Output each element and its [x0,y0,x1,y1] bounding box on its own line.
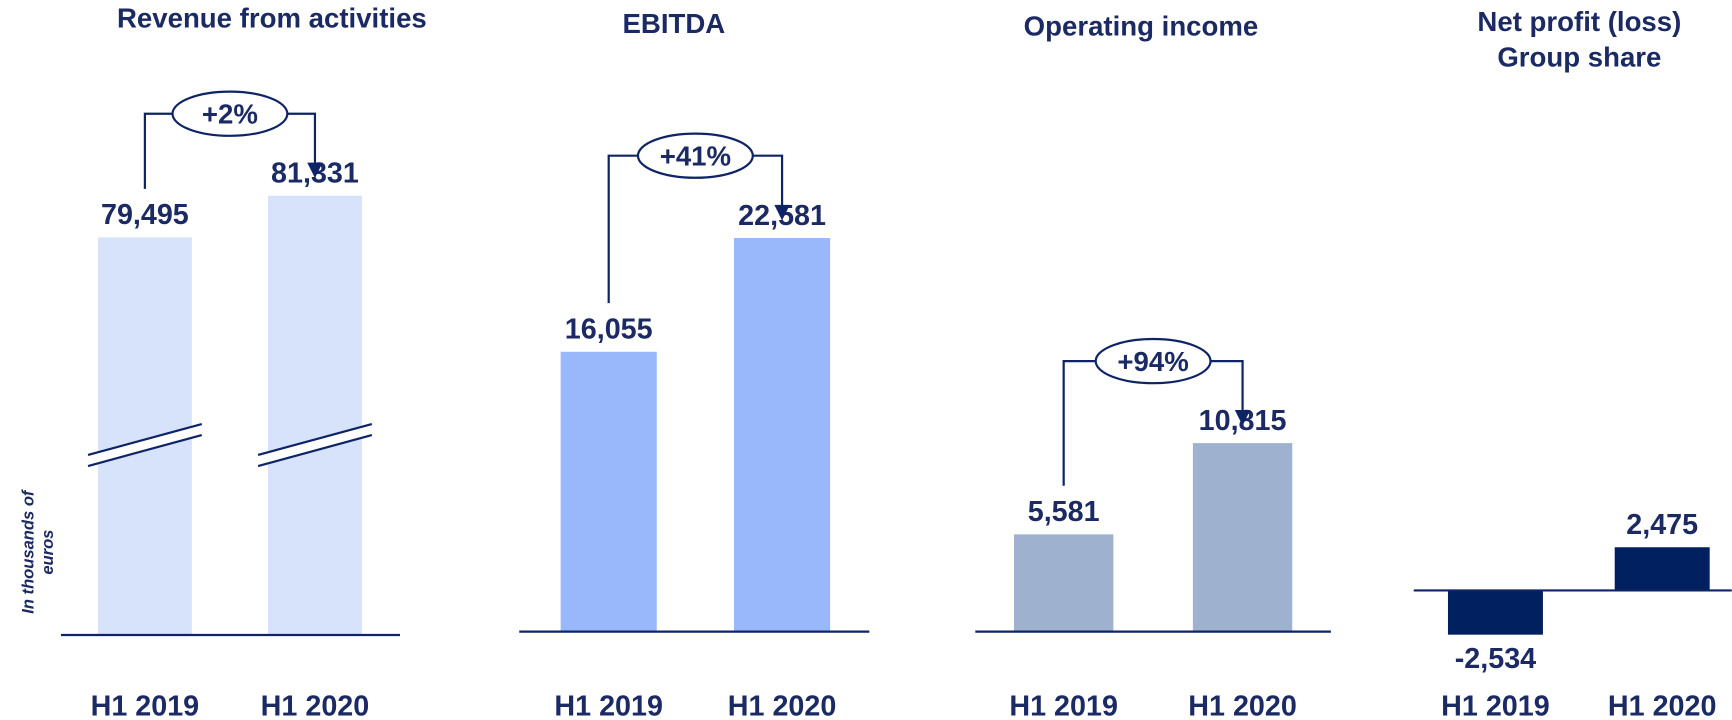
change-badge [1094,337,1212,385]
x-tick-label: H1 2020 [1188,691,1297,720]
y-axis-label-group: In thousands of euros [18,489,57,614]
y-axis-label: euros [38,530,57,575]
axis-break-line [257,422,373,457]
arrow-head [774,204,790,221]
value-label: -2,534 [1455,643,1536,675]
chart-title: Net profit (loss) [1477,6,1681,37]
x-tick-label: H1 2019 [1441,691,1550,720]
bar [268,195,362,635]
change-label: +94% [1117,346,1188,377]
chart-title: Revenue from activities [117,3,427,34]
axis-break-line [257,434,373,468]
arrow-head [1234,409,1251,426]
change-label: +41% [660,141,731,172]
bar [1013,534,1114,632]
x-tick-label: H1 2019 [91,691,200,720]
x-tick-label: H1 2020 [1608,691,1717,720]
arrow-head [307,162,323,179]
axis-break-gap [258,424,372,467]
x-tick-label: H1 2019 [554,691,663,720]
x-tick-label: H1 2019 [1009,691,1118,720]
value-label: 16,055 [565,314,653,346]
chart-title: Group share [1497,41,1661,72]
y-axis-label: In thousands of [18,489,37,614]
bar [1192,443,1293,632]
value-label: 5,581 [1028,496,1100,528]
chart-title: Operating income [1024,10,1259,41]
change-badge [636,132,754,179]
x-tick-label: H1 2020 [728,691,837,720]
bar [1614,547,1710,591]
chart-title: EBITDA [622,8,725,39]
value-label: 79,495 [101,199,189,231]
axis-break-line [87,422,203,457]
bar [1447,590,1543,635]
change-label: +2% [202,99,258,130]
value-label: 2,475 [1626,509,1698,541]
axis-break-gap [88,424,202,467]
change-badge [171,90,289,137]
bar [560,351,657,632]
axis-break-line [87,434,203,468]
x-tick-label: H1 2020 [261,691,370,720]
bar [734,238,831,632]
